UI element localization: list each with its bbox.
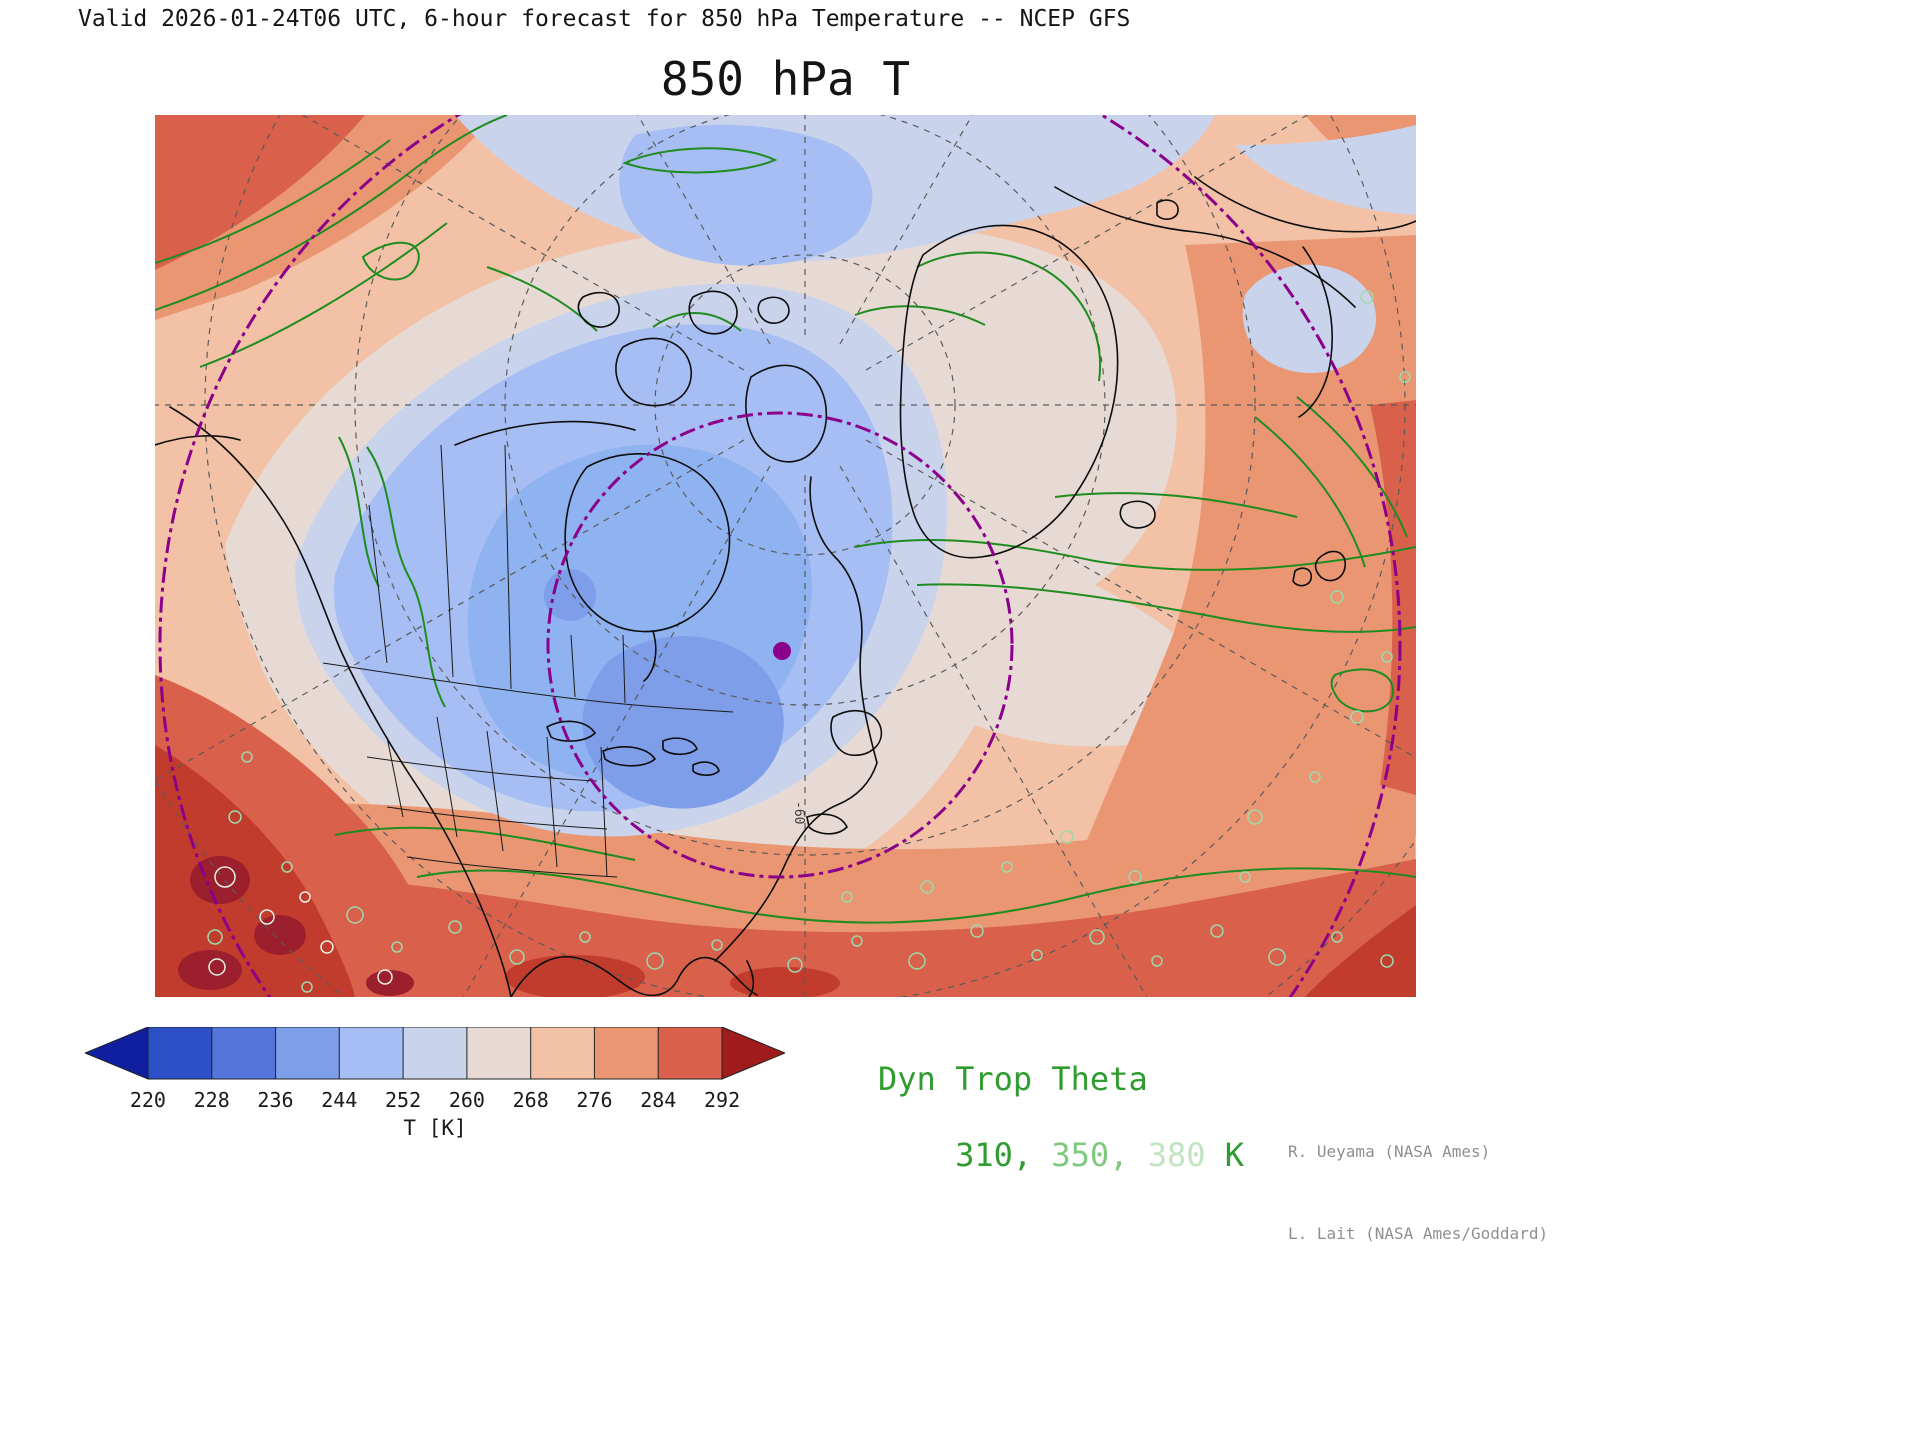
tick-label: 292 — [704, 1088, 741, 1112]
theta-speckles-light — [208, 866, 393, 985]
valid-time-line: Valid 2026-01-24T06 UTC, 6-hour forecast… — [78, 6, 1131, 32]
credits: R. Ueyama (NASA Ames) L. Lait (NASA Ames… — [1288, 1084, 1548, 1302]
tick-label: 268 — [512, 1088, 549, 1112]
credit-line-2: L. Lait (NASA Ames/Goddard) — [1288, 1223, 1549, 1243]
theta-speckles — [207, 290, 1411, 993]
colorbar-arrow-right — [721, 1026, 787, 1080]
page-title: 850 hPa T — [660, 52, 911, 106]
colorbar-units-label: T [K] — [403, 1116, 467, 1140]
tick-label: 284 — [640, 1088, 677, 1112]
tick-label: 276 — [576, 1088, 613, 1112]
theta-units: K — [1224, 1136, 1245, 1174]
colorbar-tick-labels: 220 228 236 244 252 260 268 276 284 292 — [116, 1088, 754, 1112]
theta-level-310: 310, — [955, 1136, 1052, 1174]
weather-map: -60 — [155, 115, 1416, 997]
tick-label: 244 — [321, 1088, 358, 1112]
colorbar-segment — [466, 1026, 532, 1080]
colorbar-segment — [530, 1026, 596, 1080]
tick-label: 260 — [448, 1088, 485, 1112]
tick-label: 220 — [129, 1088, 166, 1112]
theta-level-380: 380 — [1147, 1136, 1225, 1174]
location-marker — [773, 642, 791, 660]
credit-line-1: R. Ueyama (NASA Ames) — [1288, 1142, 1491, 1162]
colorbar-segment — [402, 1026, 468, 1080]
colorbar-arrow-left — [83, 1026, 149, 1080]
tick-label: 228 — [193, 1088, 230, 1112]
theta-level-350: 350, — [1051, 1136, 1148, 1174]
colorbar-segment — [338, 1026, 405, 1080]
graticule-label: -60 — [791, 801, 806, 824]
colorbar — [83, 1026, 787, 1080]
temp-fill-red — [155, 115, 1416, 997]
coastlines — [155, 176, 1416, 997]
colorbar-segment — [275, 1026, 341, 1080]
tick-label: 252 — [385, 1088, 422, 1112]
tick-label: 236 — [257, 1088, 294, 1112]
colorbar-svg — [83, 1026, 787, 1080]
colorbar-segment — [593, 1026, 660, 1080]
colorbar-segment — [147, 1026, 213, 1080]
map-panel: -60 — [155, 115, 1416, 997]
colorbar-segment — [657, 1026, 724, 1080]
political-borders — [322, 444, 734, 878]
theta-legend-levels: 310, 350, 380 K — [878, 1098, 1244, 1212]
theta-legend-title: Dyn Trop Theta — [878, 1060, 1148, 1098]
terminator-circles — [158, 115, 1402, 997]
colorbar-segment — [211, 1026, 277, 1080]
